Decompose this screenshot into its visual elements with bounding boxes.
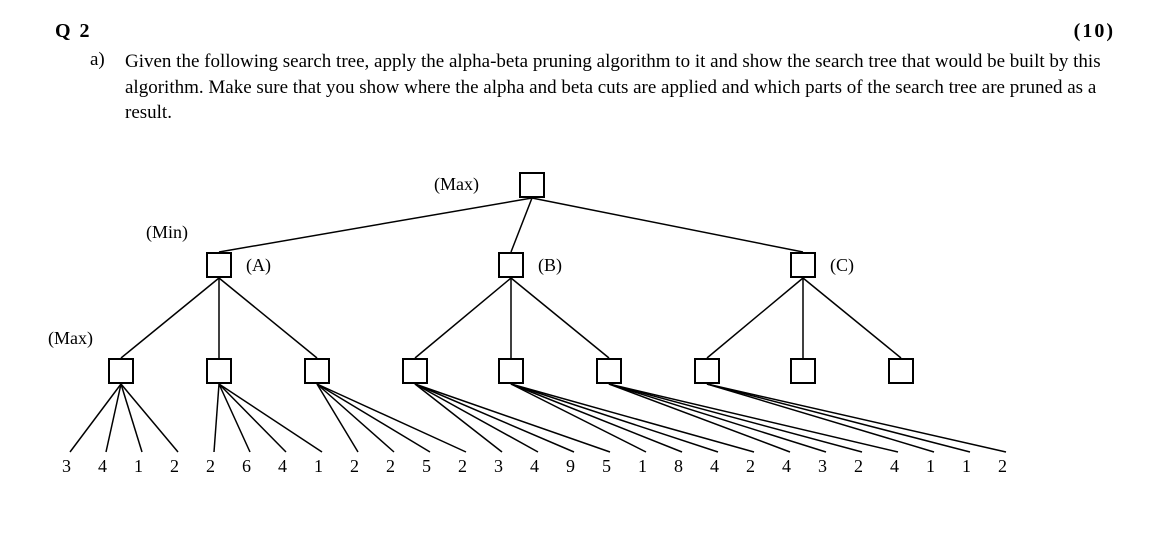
item-letter: a) [90, 49, 105, 71]
min-node-0 [206, 252, 232, 278]
leaf-value: 5 [602, 456, 611, 477]
leaf-value: 1 [926, 456, 935, 477]
leaf-value: 4 [710, 456, 719, 477]
leaf-value: 4 [530, 456, 539, 477]
search-tree: (Max) (Min) (A) (B) (C) (Max) 3 4 1 2 2 6 4 1 2 2 5 2 3 4 9 5… [0, 160, 1170, 540]
max-node-0 [108, 358, 134, 384]
question-prompt: Given the following search tree, apply t… [125, 49, 1115, 126]
leaf-value: 4 [278, 456, 287, 477]
leaf-value: 4 [98, 456, 107, 477]
root-node [519, 172, 545, 198]
root-level-label: (Max) [434, 174, 479, 195]
tree-edges [0, 160, 1170, 560]
leaf-value: 1 [962, 456, 971, 477]
min-node-2 [790, 252, 816, 278]
leaf-value: 2 [386, 456, 395, 477]
max-node-3 [402, 358, 428, 384]
marks: (10) [1074, 20, 1115, 43]
leaf-value: 5 [422, 456, 431, 477]
max-node-5 [596, 358, 622, 384]
max-node-4 [498, 358, 524, 384]
mid-A-label: (A) [246, 255, 271, 276]
mid-level-label: (Min) [146, 222, 188, 243]
leaf-value: 6 [242, 456, 251, 477]
leaf-value: 2 [458, 456, 467, 477]
leaf-value: 9 [566, 456, 575, 477]
leaf-value: 2 [998, 456, 1007, 477]
leaf-value: 2 [854, 456, 863, 477]
leaf-value: 3 [818, 456, 827, 477]
max-node-6 [694, 358, 720, 384]
leaf-value: 2 [170, 456, 179, 477]
leaf-value: 2 [206, 456, 215, 477]
leaf-value: 3 [62, 456, 71, 477]
leaf-value: 8 [674, 456, 683, 477]
question-number: Q 2 [55, 20, 92, 43]
leaf-value: 2 [350, 456, 359, 477]
leaf-value: 4 [890, 456, 899, 477]
leaf-parent-level-label: (Max) [48, 328, 93, 349]
leaf-value: 4 [782, 456, 791, 477]
max-node-1 [206, 358, 232, 384]
min-node-1 [498, 252, 524, 278]
leaf-value: 3 [494, 456, 503, 477]
max-node-2 [304, 358, 330, 384]
mid-B-label: (B) [538, 255, 562, 276]
mid-C-label: (C) [830, 255, 854, 276]
max-node-7 [790, 358, 816, 384]
leaf-value: 1 [134, 456, 143, 477]
max-node-8 [888, 358, 914, 384]
leaf-value: 1 [638, 456, 647, 477]
leaf-value: 1 [314, 456, 323, 477]
leaf-value: 2 [746, 456, 755, 477]
